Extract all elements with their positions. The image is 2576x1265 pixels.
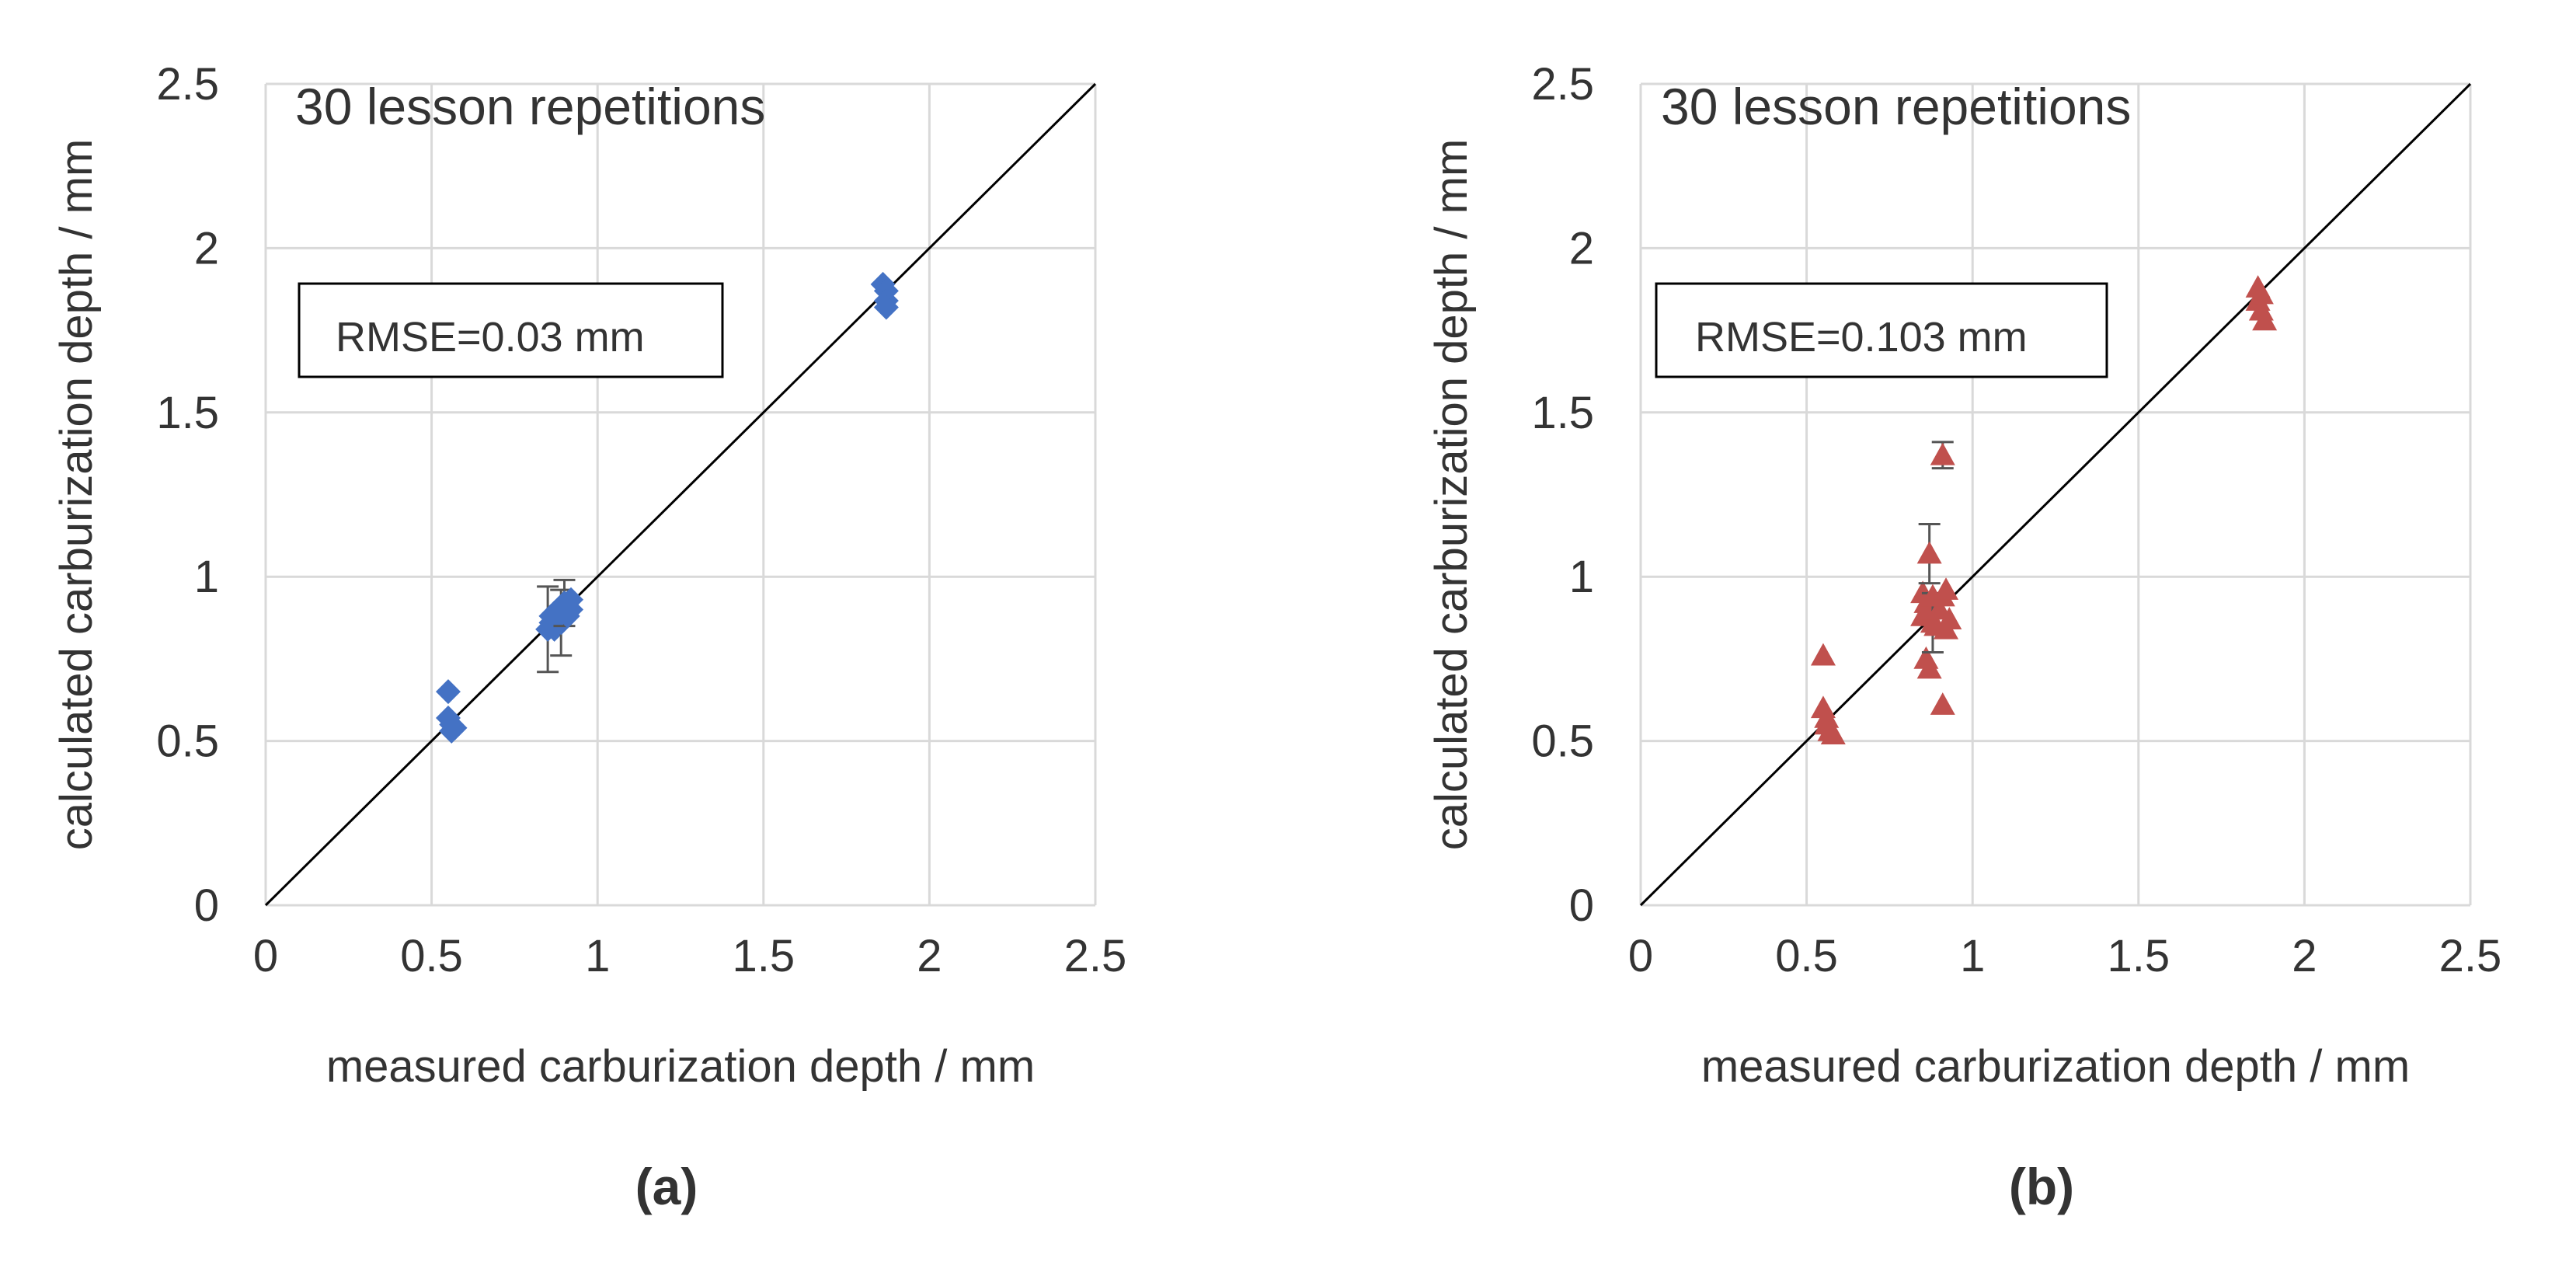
x-tick-label: 0.5 (400, 931, 463, 981)
rmse-box (1655, 282, 2108, 378)
x-axis-label: measured carburization depth / mm (326, 1041, 1035, 1092)
y-tick-label: 0.5 (1531, 716, 1594, 767)
chart-panel-a: 0 0.5 1 1.5 2 2.5 0 0.5 1 1.5 2 2.5 30 lesson repe… (51, 59, 1126, 1215)
x-tick-label: 1.5 (732, 931, 795, 981)
data-point (1934, 577, 1959, 600)
x-tick-label: 0 (1628, 931, 1653, 981)
y-tick-label: 1 (1569, 552, 1594, 602)
identity-line (1639, 82, 2472, 907)
data-point (1916, 541, 1942, 564)
x-tick-labels: 0 0.5 1 1.5 2 2.5 (1628, 931, 2501, 981)
x-tick-label: 0 (253, 931, 278, 981)
identity-line (264, 82, 1097, 907)
x-tick-label: 1 (1960, 931, 1985, 981)
rmse-label: RMSE=0.103 mm (1695, 314, 2028, 361)
x-tick-label: 0.5 (1775, 931, 1838, 981)
rmse-label: RMSE=0.03 mm (336, 314, 645, 361)
x-tick-label: 2 (917, 931, 942, 981)
panel-label: (a) (635, 1158, 698, 1215)
data-point (1916, 656, 1942, 679)
data-point (442, 715, 468, 741)
y-tick-label: 0 (194, 880, 219, 931)
data-point (1937, 607, 1962, 629)
data-point (1930, 692, 1955, 715)
y-tick-label: 1 (194, 552, 219, 602)
data-point (1810, 643, 1836, 666)
data-point (2252, 308, 2278, 331)
annotation-title: 30 lesson repetitions (295, 78, 765, 135)
data-points (435, 271, 899, 744)
data-point (873, 294, 899, 320)
data-point (559, 597, 584, 622)
x-tick-labels: 0 0.5 1 1.5 2 2.5 (253, 931, 1126, 981)
x-tick-label: 2.5 (1064, 931, 1127, 981)
data-point (1930, 442, 1955, 465)
y-tick-label: 0.5 (156, 716, 219, 767)
data-point (435, 679, 461, 705)
y-tick-labels: 0 0.5 1 1.5 2 2.5 (1531, 59, 1594, 931)
y-tick-label: 0 (1569, 880, 1594, 931)
y-tick-label: 2.5 (1531, 59, 1594, 110)
y-axis-label: calculated carburization depth / mm (1426, 139, 1477, 851)
grid-lines (264, 82, 1097, 907)
x-tick-label: 1 (585, 931, 610, 981)
y-tick-label: 1.5 (156, 388, 219, 438)
y-axis-label: calculated carburization depth / mm (51, 139, 102, 851)
y-tick-labels: 0 0.5 1 1.5 2 2.5 (156, 59, 219, 931)
y-tick-label: 1.5 (1531, 388, 1594, 438)
data-point (1820, 722, 1846, 744)
x-axis-label: measured carburization depth / mm (1701, 1041, 2410, 1092)
data-point (2248, 281, 2274, 305)
panel-label: (b) (2009, 1158, 2074, 1215)
y-tick-label: 2.5 (156, 59, 219, 110)
rmse-box (298, 282, 724, 378)
data-points (1810, 275, 2278, 744)
x-tick-label: 2 (2292, 931, 2317, 981)
chart-panel-b: 0 0.5 1 1.5 2 2.5 0 0.5 1 1.5 2 2.5 30 lesson repe… (1426, 59, 2501, 1215)
x-tick-label: 1.5 (2107, 931, 2170, 981)
grid-lines (1639, 82, 2472, 907)
y-tick-label: 2 (194, 223, 219, 274)
x-tick-label: 2.5 (2439, 931, 2502, 981)
annotation-title: 30 lesson repetitions (1661, 78, 2131, 135)
y-tick-label: 2 (1569, 223, 1594, 274)
